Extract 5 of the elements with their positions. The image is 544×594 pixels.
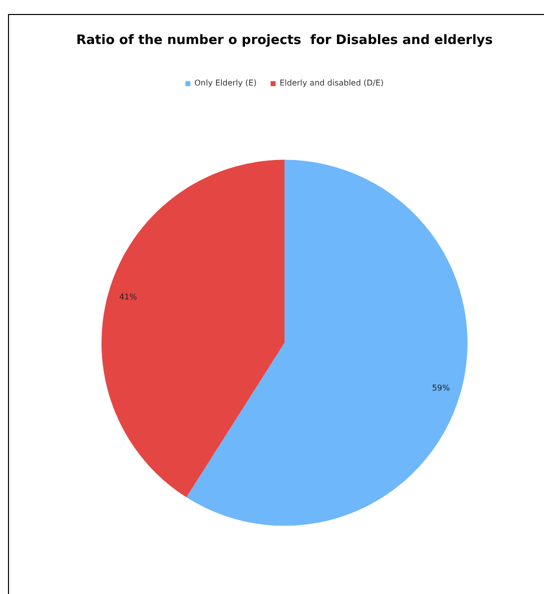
data-label: 59% [432, 383, 450, 392]
chart-title: Ratio of the number o projects for Disables and elderlys [76, 33, 494, 48]
legend-label: Elderly and disabled (D/E) [280, 78, 384, 88]
legend-label: Only Elderly (E) [194, 78, 257, 88]
data-label: 41% [119, 292, 138, 302]
